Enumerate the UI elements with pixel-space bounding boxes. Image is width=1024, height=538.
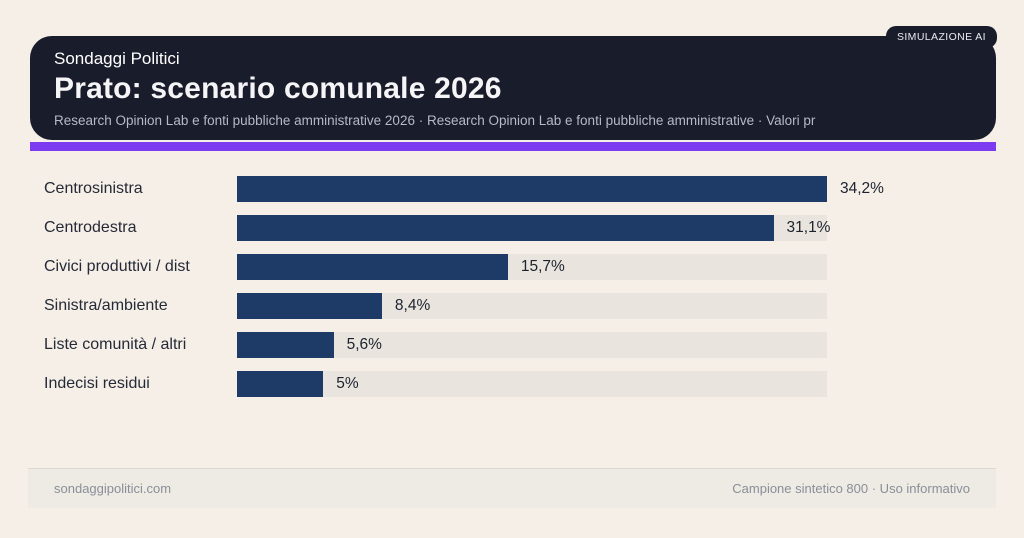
category-label: Centrodestra: [44, 219, 137, 236]
simulation-badge: SIMULAZIONE AI: [885, 26, 997, 48]
category-label: Liste comunità / altri: [44, 336, 187, 353]
bar-row: Centrodestra 31,1%: [44, 215, 904, 241]
bar-track: 5,6%: [237, 332, 827, 358]
header-card: Sondaggi Politici Prato: scenario comuna…: [30, 36, 996, 140]
bar-row: Indecisi residui 5%: [44, 371, 904, 397]
bar-fill: [237, 215, 774, 241]
bar-fill: [237, 254, 508, 280]
value-label: 34,2%: [840, 180, 884, 197]
bar-track: 8,4%: [237, 293, 827, 319]
bar-row: Civici produttivi / dist 15,7%: [44, 254, 904, 280]
value-label: 8,4%: [394, 297, 431, 314]
brand-kicker: Sondaggi Politici: [54, 49, 180, 68]
bar-chart: Centrosinistra 34,2% Centrodestra 31,1% …: [44, 176, 904, 410]
footer-bar: sondaggipolitici.com Campione sintetico …: [28, 468, 996, 508]
bar-fill: [237, 371, 324, 397]
bar-track: 15,7%: [237, 254, 827, 280]
category-label: Sinistra/ambiente: [44, 297, 168, 314]
category-label: Centrosinistra: [44, 180, 143, 197]
category-label: Civici produttivi / dist: [44, 258, 190, 275]
value-label: 15,7%: [520, 258, 565, 275]
value-label: 31,1%: [786, 219, 831, 236]
poll-title: Prato: scenario comunale 2026: [54, 72, 502, 105]
bar-fill: [237, 176, 827, 202]
bar-fill: [237, 332, 334, 358]
bar-track: 5%: [237, 371, 827, 397]
footer-site: sondaggipolitici.com: [54, 481, 172, 496]
bar-track: 31,1%: [237, 215, 830, 241]
bar-row: Sinistra/ambiente 8,4%: [44, 293, 904, 319]
category-label: Indecisi residui: [44, 375, 150, 392]
footer-note: Campione sintetico 800 · Uso informativo: [732, 481, 970, 496]
bar-fill: [237, 293, 382, 319]
value-label: 5,6%: [346, 336, 382, 353]
value-label: 5%: [336, 375, 359, 392]
bar-row: Centrosinistra 34,2%: [44, 176, 904, 202]
poll-subtitle: Research Opinion Lab e fonti pubbliche a…: [54, 113, 816, 128]
bar-track: 34,2%: [237, 176, 884, 202]
bar-row: Liste comunità / altri 5,6%: [44, 332, 904, 358]
accent-bar: [30, 142, 996, 151]
